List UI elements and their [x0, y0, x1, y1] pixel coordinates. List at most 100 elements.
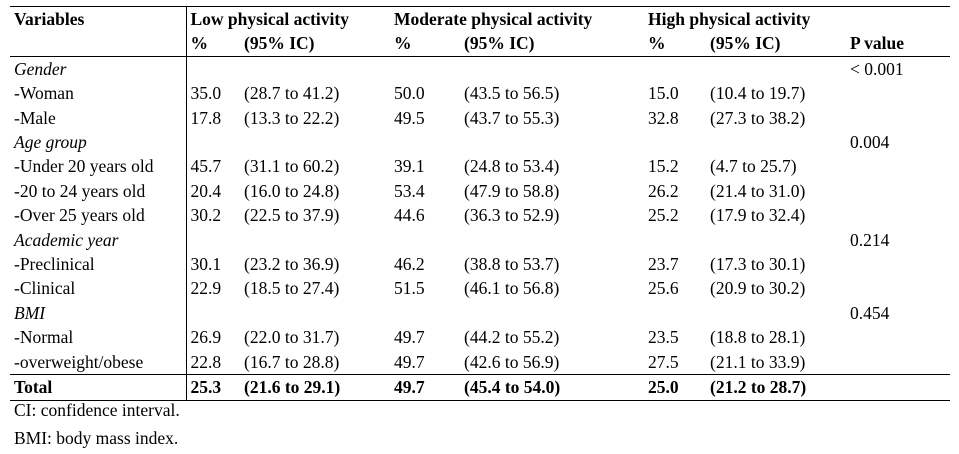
high-ci: (17.9 to 32.4): [710, 205, 806, 226]
mod-pct: [390, 301, 460, 325]
mod-pct: 49.5: [394, 107, 425, 128]
header-high-pct: %: [644, 31, 706, 57]
high-ci: [706, 130, 846, 154]
row-label: -overweight/obese: [10, 349, 187, 375]
pvalue: [846, 154, 950, 178]
low-ci: [240, 301, 390, 325]
high-ci: (18.8 to 28.1): [710, 327, 806, 348]
footnote-ci: CI: confidence interval.: [14, 400, 180, 420]
activity-table: Variables Low physical activity Moderate…: [10, 6, 950, 401]
low-ci: (23.2 to 36.9): [244, 254, 340, 275]
mod-pct: 46.2: [394, 254, 425, 275]
mod-ci: (38.8 to 53.7): [464, 254, 560, 275]
mod-pct: [390, 130, 460, 154]
low-pct: 30.1: [190, 254, 222, 275]
high-ci: (21.1 to 33.9): [710, 351, 806, 372]
table-row: -Normal 26.9 (22.0 to 31.7) 49.7 (44.2 to 55…: [10, 325, 950, 350]
header-pvalue: P value: [846, 31, 950, 57]
mod-pct: 49.7: [394, 351, 425, 372]
header-row-subcolumns: % (95% IC) % (95% IC) % (95% IC) P value: [10, 31, 950, 57]
high-pct: [644, 130, 706, 154]
total-pvalue: [846, 374, 950, 401]
high-ci: (17.3 to 30.1): [710, 254, 806, 275]
low-pct: 20.4: [190, 180, 222, 201]
high-ci: [706, 301, 846, 325]
row-label: -Clinical: [10, 276, 187, 301]
total-low-ci: (21.6 to 29.1): [240, 374, 390, 401]
table-row: -Over 25 years old 30.2 (22.5 to 37.9) 44.6…: [10, 203, 950, 228]
low-pct: 22.9: [190, 278, 222, 299]
row-label: -Preclinical: [10, 252, 187, 277]
mod-ci: (46.1 to 56.8): [464, 278, 560, 299]
table-row: -overweight/obese 22.8 (16.7 to 28.8) 49.7 (…: [10, 349, 950, 375]
row-label: -Normal: [10, 325, 187, 350]
high-pct: 25.6: [648, 278, 679, 299]
mod-ci: (36.3 to 52.9): [464, 205, 560, 226]
total-mod: 49.7: [390, 374, 460, 401]
high-ci: [706, 56, 846, 81]
table-row: -Male 17.8 (13.3 to 22.2) 49.5 (43.7 to 55.3…: [10, 105, 950, 131]
mod-ci: (24.8 to 53.4): [464, 156, 560, 177]
pvalue: [846, 106, 950, 130]
header-mod-ci: (95% IC): [460, 31, 644, 57]
row-label: -Male: [10, 105, 187, 131]
high-pct: 32.8: [648, 107, 679, 128]
low-ci: [240, 130, 390, 154]
pvalue: [846, 203, 950, 227]
high-pct: 15.2: [648, 156, 679, 177]
low-ci: [240, 228, 390, 252]
high-ci: (4.7 to 25.7): [710, 156, 797, 177]
header-moderate-activity: Moderate physical activity: [390, 6, 644, 32]
group-row: BMI 0.454: [10, 300, 950, 326]
footnote-bmi: BMI: body mass index.: [14, 428, 179, 448]
mod-ci: (42.6 to 56.9): [464, 351, 560, 372]
header-high-ci: (95% IC): [706, 31, 846, 57]
mod-pct: 50.0: [394, 83, 425, 104]
low-ci: (28.7 to 41.2): [244, 83, 340, 104]
mod-ci: [460, 228, 644, 252]
row-label: -Under 20 years old: [10, 154, 187, 179]
mod-ci: (47.9 to 58.8): [464, 180, 560, 201]
high-pct: 23.5: [648, 327, 679, 348]
low-ci: (16.0 to 24.8): [244, 180, 340, 201]
mod-ci: (44.2 to 55.2): [464, 327, 560, 348]
table-row: -20 to 24 years old 20.4 (16.0 to 24.8) 53.…: [10, 178, 950, 204]
total-mod-ci: (45.4 to 54.0): [460, 374, 644, 401]
low-pct: [186, 301, 240, 325]
high-ci: (27.3 to 38.2): [710, 107, 806, 128]
mod-pct: 49.7: [394, 327, 425, 348]
row-label: BMI: [10, 300, 187, 326]
low-pct: [186, 56, 240, 81]
total-label: Total: [10, 374, 187, 401]
low-pct: 22.8: [190, 351, 222, 372]
high-ci: (20.9 to 30.2): [710, 278, 806, 299]
low-ci: (13.3 to 22.2): [244, 107, 340, 128]
header-variables: Variables: [10, 6, 187, 32]
mod-ci: [460, 56, 644, 81]
row-label: -Over 25 years old: [10, 203, 187, 228]
mod-ci: [460, 130, 644, 154]
mod-ci: [460, 301, 644, 325]
table-row: -Woman 35.0 (28.7 to 41.2) 50.0 (43.5 to 56.…: [10, 81, 950, 106]
low-ci: (18.5 to 27.4): [244, 278, 340, 299]
high-ci: (21.4 to 31.0): [710, 180, 806, 201]
mod-pct: [390, 56, 460, 81]
high-pct: 23.7: [648, 254, 679, 275]
high-ci: (10.4 to 19.7): [710, 83, 806, 104]
low-pct: 17.8: [190, 107, 222, 128]
pvalue: 0.004: [850, 132, 890, 153]
high-pct: [644, 301, 706, 325]
table-row: -Under 20 years old 45.7 (31.1 to 60.2) 39.…: [10, 154, 950, 179]
row-label: Academic year: [10, 227, 187, 253]
header-low-pct: %: [186, 31, 240, 57]
mod-pct: 39.1: [394, 156, 425, 177]
pvalue: [846, 81, 950, 105]
high-pct: 15.0: [648, 83, 679, 104]
high-ci: [706, 228, 846, 252]
high-pct: 25.2: [648, 205, 679, 226]
low-pct: 26.9: [190, 327, 222, 348]
pvalue: [846, 350, 950, 375]
low-pct: [186, 130, 240, 154]
total-row: Total 25.3 (21.6 to 29.1) 49.7 (45.4 to …: [10, 374, 950, 401]
low-pct: [186, 228, 240, 252]
